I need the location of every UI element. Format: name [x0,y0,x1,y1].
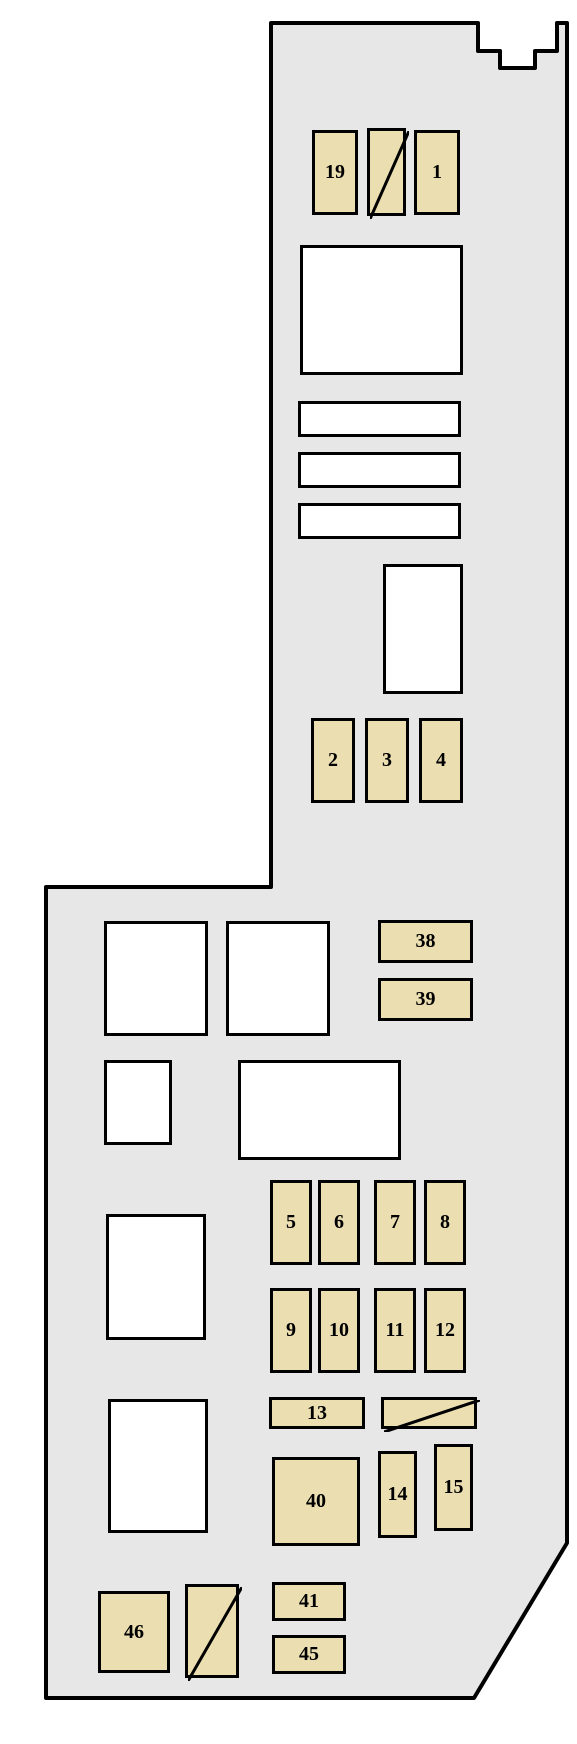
fuse-7: 7 [374,1180,416,1265]
fuse-label: 5 [286,1211,296,1234]
fuse-label: 6 [334,1211,344,1234]
fuse-39: 39 [378,978,473,1021]
fuse-38: 38 [378,920,473,963]
empty-slot [226,921,330,1036]
fuse-label: 7 [390,1211,400,1234]
fuse-label: 3 [382,749,392,772]
fuse-label: 14 [388,1483,408,1506]
fuse-8: 8 [424,1180,466,1265]
fuse-label: 10 [329,1319,349,1342]
empty-slot [300,245,463,375]
empty-slot [106,1214,206,1340]
fuse-40: 40 [272,1457,360,1546]
fuse-label: 8 [440,1211,450,1234]
fuse-9: 9 [270,1288,312,1373]
fuse-label: 41 [299,1590,319,1613]
empty-slot [104,1060,172,1145]
fuse-label: 4 [436,749,446,772]
fuse-14: 14 [378,1451,417,1538]
fuse-label: 39 [416,988,436,1011]
spare-fuse [367,128,406,216]
spare-fuse [185,1584,239,1678]
empty-slot [238,1060,401,1160]
fuse-1: 1 [414,130,460,215]
fuse-19: 19 [312,130,358,215]
fuse-label: 13 [307,1402,327,1425]
fuse-11: 11 [374,1288,416,1373]
fuse-4: 4 [419,718,463,803]
fuse-label: 45 [299,1643,319,1666]
fuse-label: 2 [328,749,338,772]
fuse-13: 13 [269,1397,365,1429]
fuse-label: 9 [286,1319,296,1342]
fuse-3: 3 [365,718,409,803]
fuse-label: 40 [306,1490,326,1513]
fuse-label: 15 [444,1476,464,1499]
fuse-label: 11 [386,1319,405,1342]
fuse-12: 12 [424,1288,466,1373]
fuse-2: 2 [311,718,355,803]
fuse-label: 12 [435,1319,455,1342]
empty-slot [298,503,461,539]
fuse-46: 46 [98,1591,170,1673]
empty-slot [104,921,208,1036]
fuse-41: 41 [272,1582,346,1621]
spare-fuse [381,1397,477,1429]
empty-slot [383,564,463,694]
fuse-6: 6 [318,1180,360,1265]
fuse-10: 10 [318,1288,360,1373]
diagram-canvas: 19123438395678910111213401415464145 [0,0,577,1744]
empty-slot [298,401,461,437]
fuse-5: 5 [270,1180,312,1265]
empty-slot [298,452,461,488]
fuse-label: 19 [325,161,345,184]
fuse-45: 45 [272,1635,346,1674]
empty-slot [108,1399,208,1533]
fuse-label: 46 [124,1621,144,1644]
fuse-label: 38 [416,930,436,953]
fuse-15: 15 [434,1444,473,1531]
fuse-label: 1 [432,161,442,184]
